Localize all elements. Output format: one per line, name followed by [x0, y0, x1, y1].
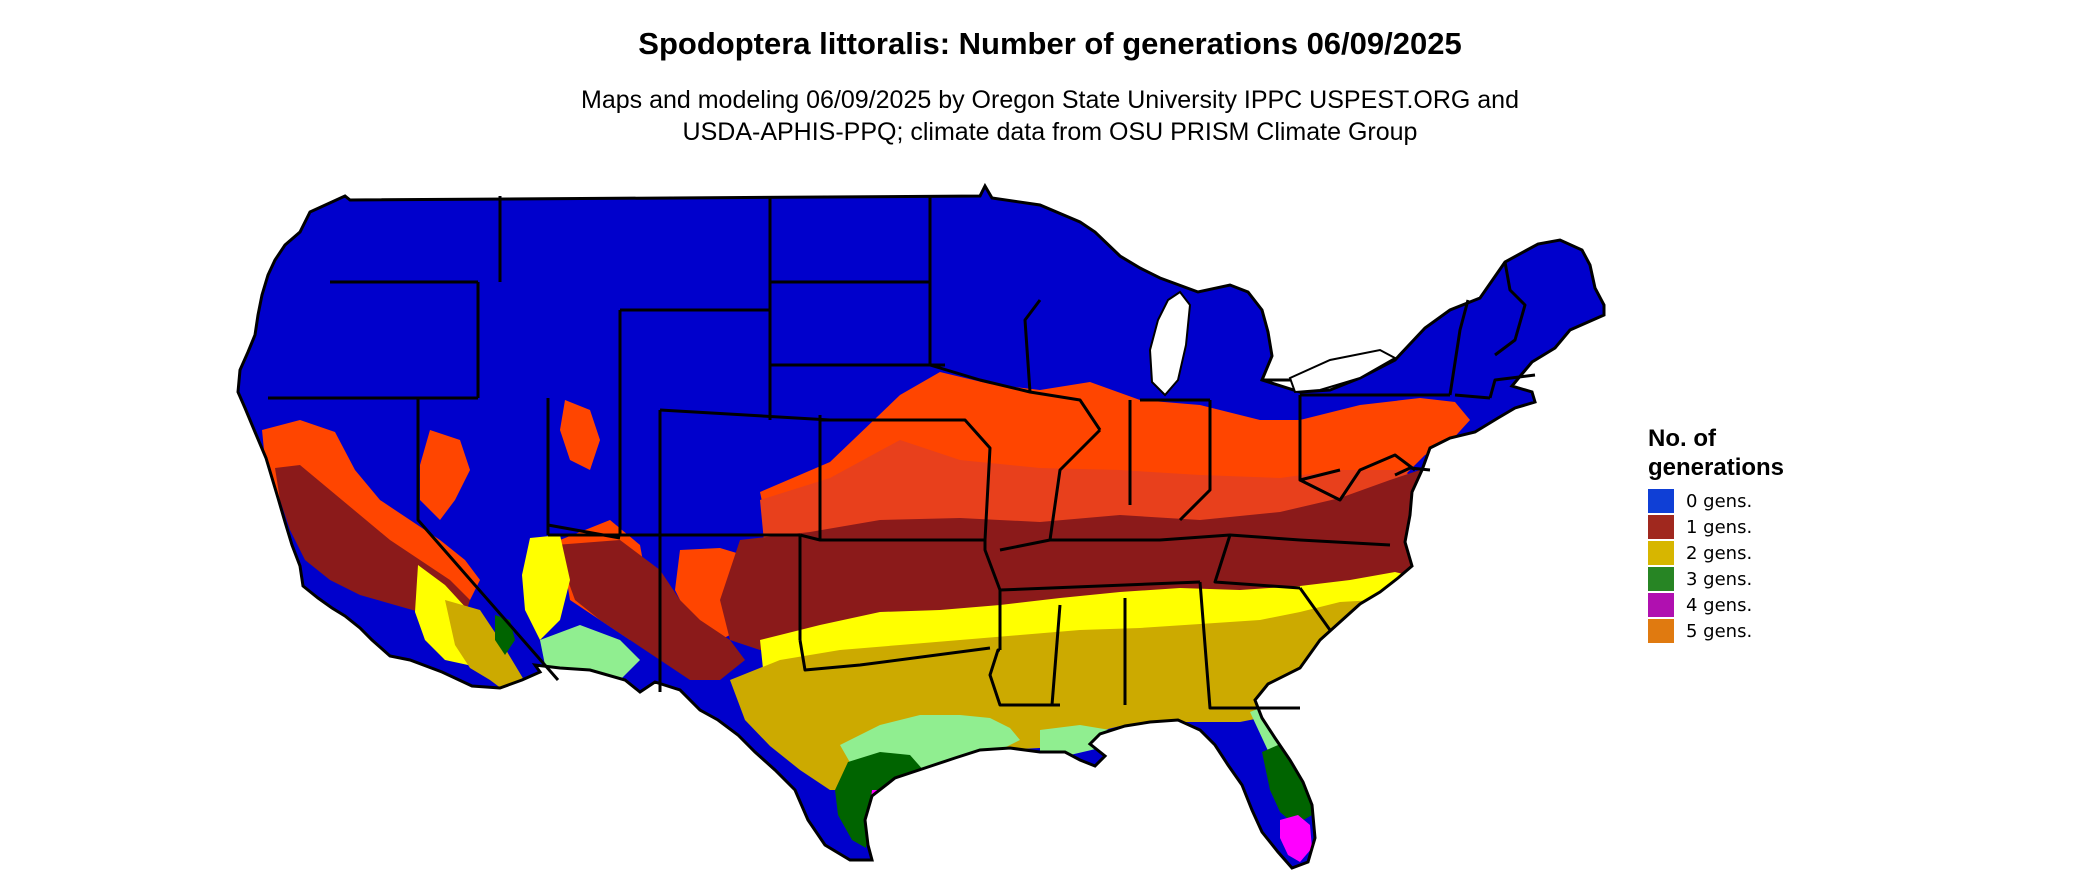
lake-michigan [1148, 290, 1192, 397]
state-borders [268, 196, 1536, 710]
legend-swatch [1648, 567, 1674, 591]
zone-4-gens-tx [870, 790, 900, 842]
legend-label: 4 gens. [1686, 594, 1753, 616]
lake-erie [1288, 348, 1398, 394]
legend-swatch [1648, 619, 1674, 643]
legend-item: 1 gens. [1648, 514, 1908, 540]
zone-1-gens-east [720, 470, 1432, 650]
legend-title: No. of generations [1648, 424, 1908, 482]
legend-swatch [1648, 515, 1674, 539]
zone-4-gens-fl [1280, 815, 1312, 862]
legend-swatch [1648, 489, 1674, 513]
legend-title-line-1: No. of [1648, 425, 1716, 452]
zone-3-gens-south-tx [835, 752, 925, 848]
zone-2-gens-southwest [445, 600, 530, 695]
legend-title-line-2: generations [1648, 454, 1785, 481]
zone-orange-utah [560, 400, 600, 470]
legend-item: 0 gens. [1648, 488, 1908, 514]
map-title: Spodoptera littoralis: Number of generat… [638, 26, 1462, 61]
legend-label: 3 gens. [1686, 568, 1753, 590]
zone-orange-nevada [420, 430, 470, 520]
legend-label: 5 gens. [1686, 620, 1753, 642]
legend-swatch [1648, 541, 1674, 565]
legend-label: 0 gens. [1686, 490, 1753, 512]
legend-label: 1 gens. [1686, 516, 1753, 538]
legend-swatch [1648, 593, 1674, 617]
legend-item: 5 gens. [1648, 618, 1908, 644]
zone-3-gens-fl [1262, 742, 1312, 825]
map-subtitle: Maps and modeling 06/09/2025 by Oregon S… [0, 84, 2100, 148]
zone-1-gens-south-west [555, 540, 745, 680]
zone-2-gens-light-az [522, 535, 570, 640]
subtitle-line-2: USDA-APHIS-PPQ; climate data from OSU PR… [682, 118, 1418, 146]
legend-label: 2 gens. [1686, 542, 1753, 564]
legend-item: 2 gens. [1648, 540, 1908, 566]
subtitle-line-1: Maps and modeling 06/09/2025 by Oregon S… [581, 86, 1519, 114]
legend-item: 4 gens. [1648, 592, 1908, 618]
legend-items: 0 gens. 1 gens. 2 gens. 3 gens. 4 gens. 5 gen… [1648, 488, 1908, 644]
legend-item: 3 gens. [1648, 566, 1908, 592]
legend: No. of generations 0 gens. 1 gens. 2 gens.… [1648, 424, 1908, 644]
